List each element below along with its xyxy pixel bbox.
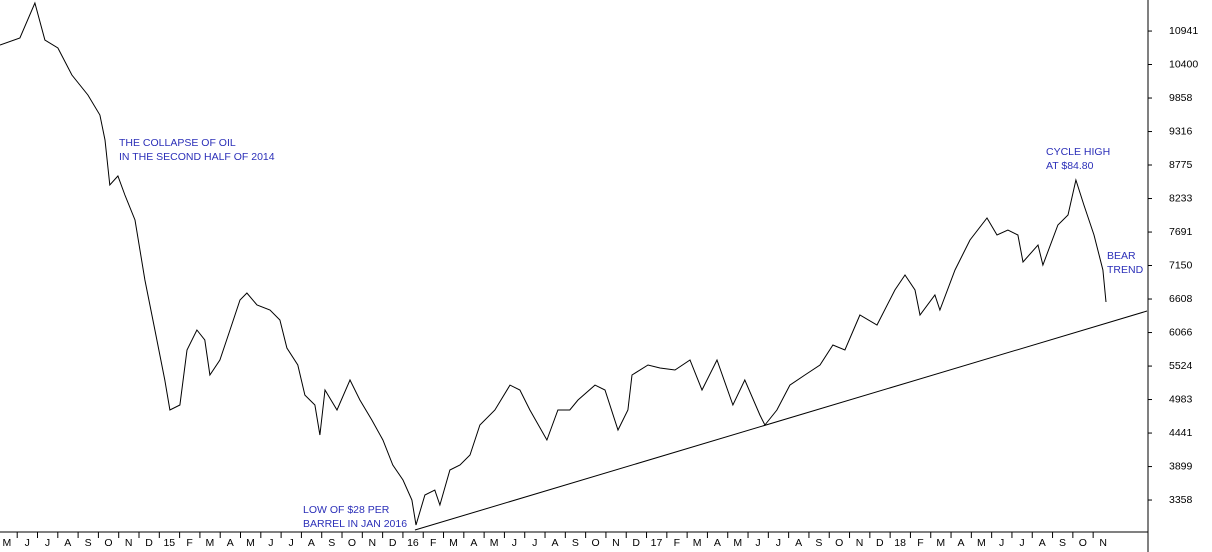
y-tick-label: 8775 xyxy=(1169,159,1193,171)
x-tick-label: A xyxy=(958,537,965,549)
trend-line xyxy=(414,310,1148,531)
x-tick-label: N xyxy=(856,537,864,549)
x-tick-label: 16 xyxy=(407,537,419,549)
y-tick-label: 10941 xyxy=(1169,25,1198,37)
x-tick-label: M xyxy=(206,537,215,549)
x-tick-label: M xyxy=(693,537,702,549)
x-tick-label: F xyxy=(430,537,436,549)
x-tick-label: S xyxy=(328,537,335,549)
x-tick-label: S xyxy=(572,537,579,549)
x-tick-label: A xyxy=(227,537,234,549)
x-tick-label: N xyxy=(125,537,133,549)
annotation: IN THE SECOND HALF OF 2014 xyxy=(119,151,275,163)
x-tick-label: O xyxy=(835,537,843,549)
x-tick-label: A xyxy=(552,537,559,549)
annotation: TREND xyxy=(1107,264,1144,276)
x-tick-label: J xyxy=(25,537,30,549)
annotation: THE COLLAPSE OF OIL xyxy=(119,137,236,149)
y-tick-label: 10400 xyxy=(1169,58,1198,70)
annotation: CYCLE HIGH xyxy=(1046,146,1110,158)
x-tick-label: 15 xyxy=(163,537,175,549)
annotation: LOW OF $28 PER xyxy=(303,504,390,516)
y-tick-label: 4983 xyxy=(1169,393,1193,405)
x-tick-label: M xyxy=(977,537,986,549)
x-tick-label: A xyxy=(714,537,721,549)
x-tick-label: N xyxy=(1099,537,1107,549)
x-tick-label: 18 xyxy=(894,537,906,549)
x-tick-label: F xyxy=(674,537,680,549)
y-tick-label: 5524 xyxy=(1169,360,1193,372)
x-tick-label: F xyxy=(186,537,192,549)
y-tick-label: 6608 xyxy=(1169,293,1193,305)
x-tick-label: J xyxy=(512,537,517,549)
x-tick-label: D xyxy=(632,537,640,549)
x-tick-label: J xyxy=(288,537,293,549)
y-tick-label: 9316 xyxy=(1169,125,1193,137)
x-tick-label: S xyxy=(85,537,92,549)
y-tick-label: 4441 xyxy=(1169,427,1193,439)
x-tick-label: M xyxy=(490,537,499,549)
price-line xyxy=(0,1,1107,526)
y-tick-label: 6066 xyxy=(1169,326,1193,338)
x-tick-label: A xyxy=(308,537,315,549)
y-tick-label: 7691 xyxy=(1169,226,1193,238)
x-tick-label: J xyxy=(776,537,781,549)
x-tick-label: M xyxy=(733,537,742,549)
x-tick-label: 17 xyxy=(651,537,663,549)
x-tick-label: F xyxy=(917,537,923,549)
x-tick-label: J xyxy=(532,537,537,549)
x-tick-label: O xyxy=(1079,537,1087,549)
annotation: AT $84.80 xyxy=(1046,160,1094,172)
annotation: BARREL IN JAN 2016 xyxy=(303,518,407,530)
x-tick-label: N xyxy=(369,537,377,549)
x-tick-label: O xyxy=(592,537,600,549)
x-tick-label: J xyxy=(755,537,760,549)
x-tick-label: D xyxy=(389,537,397,549)
x-tick-label: M xyxy=(3,537,12,549)
x-tick-label: M xyxy=(936,537,945,549)
y-tick-label: 3358 xyxy=(1169,494,1193,506)
x-tick-label: A xyxy=(64,537,71,549)
x-tick-label: A xyxy=(1039,537,1046,549)
x-tick-label: O xyxy=(104,537,112,549)
x-tick-label: J xyxy=(999,537,1004,549)
x-tick-label: J xyxy=(1019,537,1024,549)
x-tick-label: M xyxy=(449,537,458,549)
y-tick-label: 7150 xyxy=(1169,259,1193,271)
y-tick-label: 3899 xyxy=(1169,460,1193,472)
x-tick-label: A xyxy=(795,537,802,549)
x-tick-label: D xyxy=(876,537,884,549)
y-tick-label: 8233 xyxy=(1169,192,1193,204)
x-tick-label: N xyxy=(612,537,620,549)
x-tick-label: M xyxy=(246,537,255,549)
x-tick-label: J xyxy=(45,537,50,549)
annotation: BEAR xyxy=(1107,250,1136,262)
y-tick-label: 9858 xyxy=(1169,92,1193,104)
x-tick-label: O xyxy=(348,537,356,549)
x-tick-label: D xyxy=(145,537,153,549)
annotations: THE COLLAPSE OF OIL IN THE SECOND HALF O… xyxy=(119,137,1144,530)
x-tick-label: J xyxy=(268,537,273,549)
x-tick-label: S xyxy=(1059,537,1066,549)
x-tick-label: A xyxy=(470,537,477,549)
x-tick-label: S xyxy=(815,537,822,549)
